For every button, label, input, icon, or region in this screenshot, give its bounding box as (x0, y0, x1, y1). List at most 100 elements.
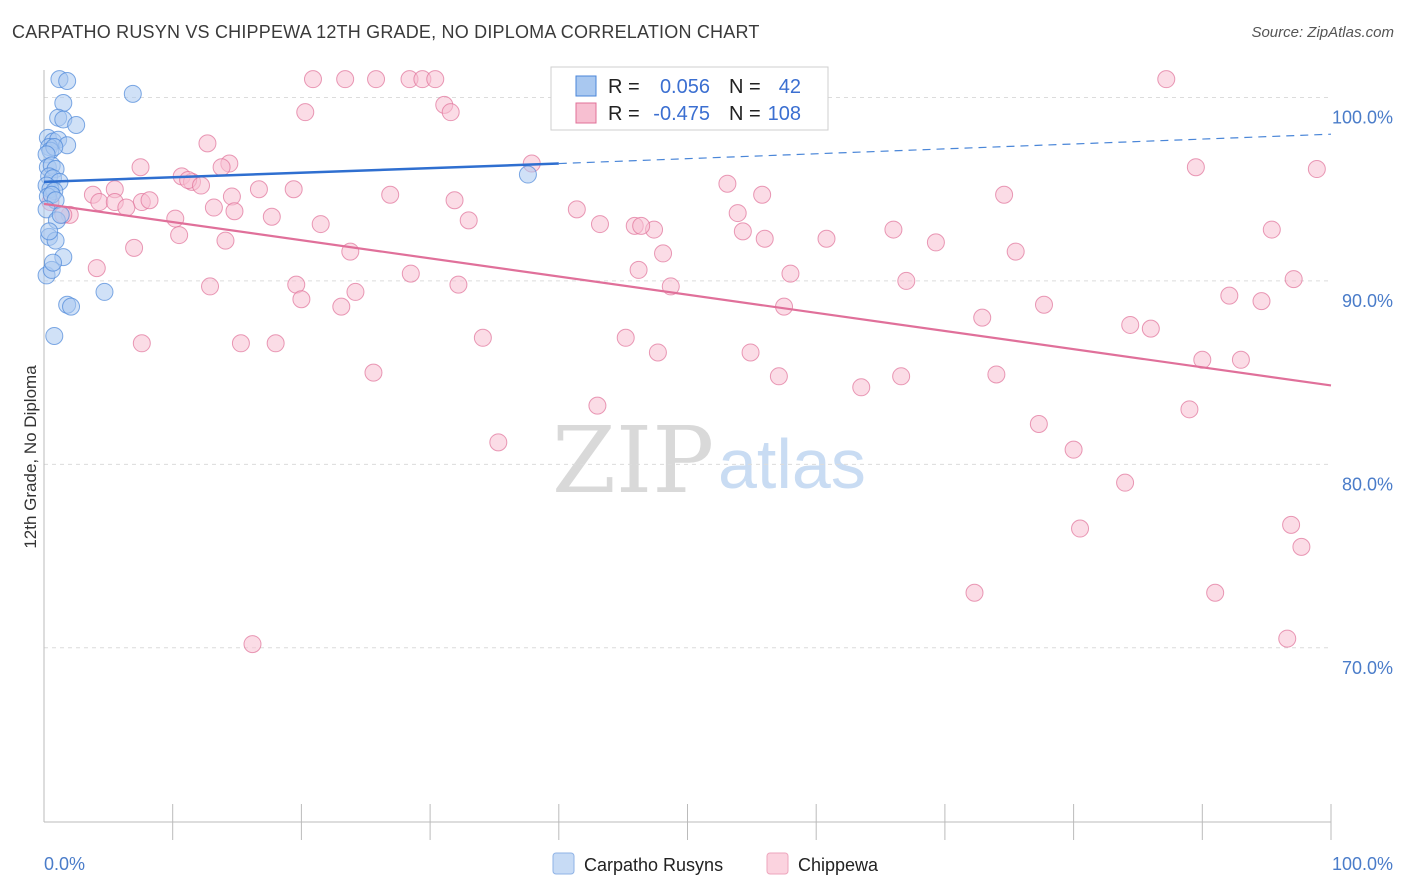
data-point (292, 290, 311, 309)
data-point (117, 198, 136, 217)
data-point (132, 334, 151, 353)
data-point (170, 226, 189, 245)
data-point (1157, 70, 1176, 89)
data-point (1121, 315, 1140, 334)
data-point (311, 215, 330, 234)
series-chippewa (41, 70, 1326, 654)
data-point (1262, 220, 1281, 239)
data-point (973, 308, 992, 327)
legend-n-label-2: N = (729, 103, 761, 125)
data-point (1116, 473, 1135, 492)
data-point (852, 378, 871, 397)
trend-line-chippewa (43, 202, 1332, 387)
watermark-zip: ZIP (552, 407, 714, 514)
data-point (449, 275, 468, 294)
data-point (1064, 440, 1083, 459)
data-point (1034, 295, 1053, 314)
data-point (243, 635, 262, 654)
data-point (131, 158, 150, 177)
data-point (87, 259, 106, 278)
data-point (62, 297, 81, 316)
data-point (755, 229, 774, 248)
data-point (381, 185, 400, 204)
source-credit: Source: ZipAtlas.com (1251, 24, 1394, 41)
data-point (1307, 160, 1326, 179)
data-point (216, 231, 235, 250)
data-point (284, 180, 303, 199)
data-point (897, 271, 916, 290)
data-point (332, 297, 351, 316)
data-point (995, 185, 1014, 204)
legend-swatch-carpatho (575, 75, 597, 97)
data-point (303, 70, 322, 89)
y-tick-label: 90.0% (1342, 291, 1393, 311)
data-point (445, 191, 464, 210)
data-point (296, 103, 315, 122)
data-point (225, 202, 244, 221)
data-point (204, 198, 223, 217)
data-point (1292, 537, 1311, 556)
data-point (336, 70, 355, 89)
data-point (364, 363, 383, 382)
bottom-legend: Carpatho Rusyns Chippewa (552, 852, 879, 875)
x-tick-label: 0.0% (44, 854, 85, 874)
trend-line-carpatho-extension (558, 133, 1332, 165)
data-point (567, 200, 586, 219)
legend-r-value-chippewa: -0.475 (653, 103, 710, 125)
data-point (262, 207, 281, 226)
bottom-legend-label-carpatho: Carpatho Rusyns (584, 855, 723, 875)
y-tick-labels: 100.0% 90.0% 80.0% 70.0% (1332, 108, 1393, 678)
data-point (1278, 629, 1297, 648)
bottom-legend-swatch-chippewa (766, 852, 789, 875)
legend-swatch-chippewa (575, 102, 597, 124)
data-point (926, 233, 945, 252)
data-point (426, 70, 445, 89)
data-point (459, 211, 478, 230)
data-point (51, 205, 70, 224)
data-point (198, 134, 217, 153)
data-point (166, 209, 185, 228)
data-point (733, 222, 752, 241)
data-point (231, 334, 250, 353)
x-tick-label: 100.0% (1332, 854, 1393, 874)
data-point (123, 84, 142, 103)
data-point (1006, 242, 1025, 261)
legend-r-value-carpatho: 0.056 (660, 76, 710, 98)
x-tick-labels: 0.0% 100.0% (44, 854, 1393, 874)
data-point (1071, 519, 1090, 538)
y-axis-title: 12th Grade, No Diploma (21, 365, 40, 549)
y-tick-label: 80.0% (1342, 474, 1393, 494)
data-point (1141, 319, 1160, 338)
data-point (892, 367, 911, 386)
data-point (1186, 158, 1205, 177)
data-point (1231, 350, 1250, 369)
data-point (718, 174, 737, 193)
data-point (1220, 286, 1239, 305)
data-point (654, 244, 673, 263)
data-point (1252, 292, 1271, 311)
data-point (201, 277, 220, 296)
y-tick-label: 100.0% (1332, 108, 1393, 128)
stats-legend-box (550, 66, 829, 131)
data-point (346, 282, 365, 301)
data-point (965, 583, 984, 602)
legend-n-value-chippewa: 108 (768, 103, 801, 125)
legend-r-label-2: R = (608, 103, 640, 125)
data-point (192, 176, 211, 195)
data-point (367, 70, 386, 89)
data-point (473, 328, 492, 347)
data-point (987, 365, 1006, 384)
data-point (222, 187, 241, 206)
data-point (884, 220, 903, 239)
legend-n-value-carpatho: 42 (779, 76, 801, 98)
trend-line-carpatho (43, 162, 559, 184)
data-point (1029, 414, 1048, 433)
legend-r-label-1: R = (608, 76, 640, 98)
data-point (140, 191, 159, 210)
stats-legend: R = 0.056 N = 42 R = -0.475 N = 108 (550, 66, 829, 131)
data-point (67, 116, 86, 135)
data-point (95, 282, 114, 301)
data-point (590, 215, 609, 234)
data-point (769, 367, 788, 386)
